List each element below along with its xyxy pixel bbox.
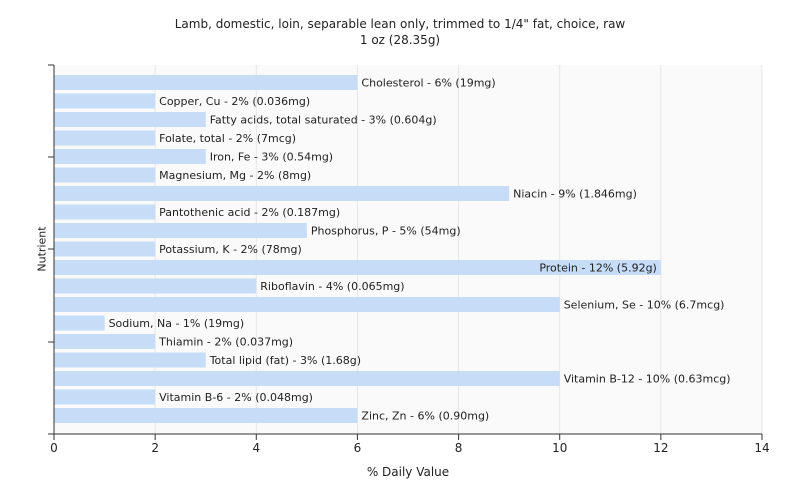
bar-data-label: Sodium, Na - 1% (19mg) [109,317,245,330]
bar-data-label: Niacin - 9% (1.846mg) [513,188,637,201]
bar [54,223,307,238]
bar [54,278,257,294]
bar [54,93,156,109]
bar [54,167,156,183]
x-tick-label: 8 [455,441,463,455]
bar-data-label: Magnesium, Mg - 2% (8mg) [159,169,311,182]
x-tick-label: 2 [151,441,159,455]
bar-data-label: Total lipid (fat) - 3% (1.68g) [209,354,361,367]
x-tick-label: 4 [252,441,260,455]
bar-data-label: Protein - 12% (5.92g) [539,262,657,275]
x-axis-label: % Daily Value [366,465,450,479]
bar [54,297,560,312]
bar-data-label: Fatty acids, total saturated - 3% (0.604… [210,114,437,127]
bar [54,260,661,275]
bar [54,186,510,201]
bar-data-label: Vitamin B-6 - 2% (0.048mg) [159,391,313,404]
bar [54,75,358,90]
bar [54,315,105,331]
bar [54,204,156,220]
bar-data-label: Phosphorus, P - 5% (54mg) [311,225,461,238]
y-axis-label: Nutrient [35,226,49,272]
x-tick-label: 0 [50,441,58,455]
x-tick-label: 14 [754,441,769,455]
bar [54,408,358,423]
bar-data-label: Thiamin - 2% (0.037mg) [158,336,293,349]
bar-data-label: Vitamin B-12 - 10% (0.63mcg) [564,373,731,386]
bar [54,130,156,146]
x-tick-label: 10 [552,441,567,455]
bar-data-label: Cholesterol - 6% (19mg) [361,77,495,90]
bar-data-label: Riboflavin - 4% (0.065mg) [260,280,404,293]
bar [54,112,206,127]
bar-data-label: Selenium, Se - 10% (6.7mcg) [564,299,725,312]
bar-data-label: Iron, Fe - 3% (0.54mg) [210,151,333,164]
bar [54,149,206,164]
bar-data-label: Copper, Cu - 2% (0.036mg) [159,95,310,108]
bar-data-label: Zinc, Zn - 6% (0.90mg) [361,410,489,423]
bar [54,334,156,349]
x-tick-label: 6 [354,441,362,455]
chart-subtitle: 1 oz (28.35g) [359,33,441,47]
bar-data-label: Pantothenic acid - 2% (0.187mg) [159,206,340,219]
bar [54,241,156,257]
bar-data-label: Potassium, K - 2% (78mg) [159,243,302,256]
x-tick-label: 12 [653,441,668,455]
bar [54,352,206,368]
bar-data-label: Folate, total - 2% (7mcg) [159,132,296,145]
bar [54,371,560,386]
chart-title: Lamb, domestic, loin, separable lean onl… [174,17,626,31]
bar [54,389,156,405]
